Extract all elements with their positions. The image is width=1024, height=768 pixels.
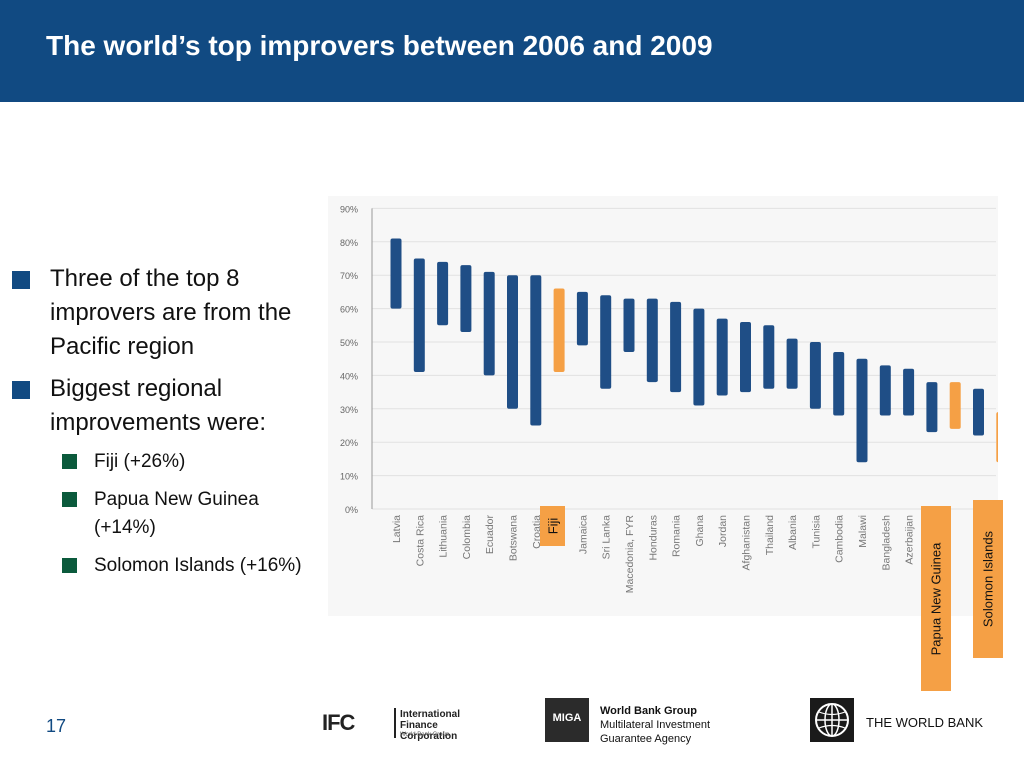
miga-logo-mark: MIGA <box>552 712 582 724</box>
range-bar <box>879 365 891 416</box>
world-bank-globe-icon <box>810 698 854 742</box>
x-tick-label: Thailand <box>764 515 776 555</box>
y-tick-label: 10% <box>340 472 358 482</box>
y-tick-label: 30% <box>340 405 358 415</box>
bullet-item: Biggest regional improvements were: <box>12 372 312 440</box>
range-bar-chart: 0% 10% 20% 30% 40% 50% 60% 70% 80% 90% Latvia Costa… <box>328 196 998 616</box>
x-tick-label: Bangladesh <box>880 515 892 571</box>
range-bar <box>996 412 998 463</box>
range-bar <box>740 321 751 393</box>
range-bar <box>833 352 845 416</box>
page-number: 17 <box>46 716 67 736</box>
miga-line-1: World Bank Group <box>600 705 697 717</box>
y-tick-label: 90% <box>340 204 358 214</box>
sub-bullet-text: Fiji (+26%) <box>94 451 186 472</box>
x-tick-label: Latvia <box>391 515 403 543</box>
bullet-item: Three of the top 8 improvers are from th… <box>12 262 312 364</box>
range-bar <box>949 382 961 429</box>
range-bar <box>390 238 402 309</box>
y-tick-label: 40% <box>340 371 358 381</box>
callout-label: Fiji <box>545 517 560 535</box>
bullet-text: Three of the top 8 improvers are from th… <box>50 265 292 360</box>
ifc-logo-sub: World Bank Group <box>400 732 450 738</box>
callout-fiji: Fiji <box>540 506 565 546</box>
sub-bullet-square-icon <box>62 454 77 469</box>
miga-logo-text: World Bank Group Multilateral Investment… <box>600 704 710 746</box>
x-tick-label: Croatia <box>531 515 543 549</box>
range-bar <box>670 301 682 393</box>
sub-bullet-item: Solomon Islands (+16%) <box>12 552 312 580</box>
bullet-square-icon <box>12 381 30 399</box>
range-bar <box>507 275 518 409</box>
sub-bullet-square-icon <box>62 492 77 507</box>
bullet-text: Biggest regional improvements were: <box>50 375 267 436</box>
range-bar <box>856 358 868 463</box>
sub-bullet-text: Solomon Islands (+16%) <box>94 555 302 576</box>
x-tick-label: Afghanistan <box>741 515 753 571</box>
callout-label: Papua New Guinea <box>928 542 944 655</box>
range-bar <box>973 388 984 436</box>
ifc-logo: IFC International Finance Corporation Wo… <box>322 706 502 742</box>
range-bar <box>716 318 728 396</box>
y-tick-label: 70% <box>340 271 358 281</box>
range-bar <box>460 265 472 332</box>
callout-papua-new-guinea: Papua New Guinea <box>921 506 951 691</box>
x-tick-label: Costa Rica <box>414 515 426 567</box>
x-tick-label: Ghana <box>694 515 706 547</box>
x-tick-label: Cambodia <box>834 515 846 563</box>
range-bar <box>576 291 588 346</box>
sub-bullet-square-icon <box>62 558 77 573</box>
x-tick-label: Botswana <box>508 515 520 561</box>
range-bar <box>903 368 915 416</box>
x-tick-label: Jamaica <box>577 515 589 554</box>
y-tick-label: 0% <box>345 505 358 515</box>
x-tick-label: Colombia <box>461 515 473 560</box>
x-tick-label: Albania <box>787 515 799 550</box>
x-tick-label: Tunisia <box>810 515 822 549</box>
range-bar <box>693 308 705 406</box>
range-bar <box>763 325 775 389</box>
range-bar <box>437 261 449 326</box>
miga-line-2: Multilateral Investment <box>600 719 711 731</box>
range-bar <box>623 298 635 353</box>
range-bar <box>926 382 938 433</box>
range-bar <box>553 288 565 373</box>
x-tick-label: Malawi <box>857 515 869 548</box>
world-bank-text: THE WORLD BANK <box>866 715 984 730</box>
miga-line-3: Guarantee Agency <box>600 733 692 745</box>
y-tick-label: 60% <box>340 305 358 315</box>
x-tick-label: Macedonia, FYR <box>624 515 636 594</box>
y-tick-label: 80% <box>340 238 358 248</box>
x-tick-label: Romania <box>671 515 683 557</box>
page-title: The world’s top improvers between 2006 a… <box>46 30 713 61</box>
range-bar <box>483 271 495 376</box>
miga-logo: MIGA <box>545 698 589 742</box>
x-tick-label: Azerbaijan <box>904 515 916 565</box>
sub-bullet-item: Fiji (+26%) <box>12 448 312 476</box>
x-tick-label: Honduras <box>647 515 659 561</box>
range-bar <box>600 295 612 389</box>
callout-solomon-islands: Solomon Islands <box>973 500 1003 658</box>
bullet-square-icon <box>12 271 30 289</box>
range-bar <box>809 342 821 409</box>
x-tick-label: Ecuador <box>484 514 496 554</box>
sub-bullet-text: Papua New Guinea (+14%) <box>94 489 259 538</box>
x-tick-label: Sri Lanka <box>601 515 613 560</box>
range-bar <box>530 275 542 426</box>
chart-background <box>328 196 998 616</box>
range-bar <box>786 338 798 389</box>
y-tick-label: 20% <box>340 438 358 448</box>
range-bar <box>646 298 658 383</box>
sub-bullet-item: Papua New Guinea (+14%) <box>12 486 312 542</box>
callout-label: Solomon Islands <box>980 530 996 628</box>
x-tick-label: Jordan <box>717 515 729 547</box>
y-tick-label: 50% <box>340 338 358 348</box>
x-tick-label: Lithuania <box>438 515 450 558</box>
ifc-logo-mark: IFC <box>322 710 355 735</box>
logo-divider <box>394 708 396 738</box>
bullet-list: Three of the top 8 improvers are from th… <box>12 262 312 590</box>
range-bar <box>413 258 425 373</box>
title-bar: The world’s top improvers between 2006 a… <box>0 0 1024 102</box>
ifc-logo-name: International Finance Corporation <box>400 709 461 742</box>
